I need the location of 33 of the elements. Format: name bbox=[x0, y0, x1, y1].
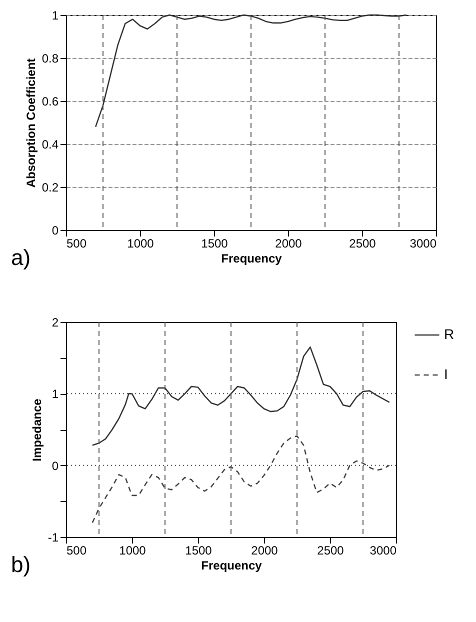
x-tick-label: 1500 bbox=[185, 544, 212, 558]
x-tick-label: 3000 bbox=[410, 236, 437, 250]
x-axis-title: Frequency bbox=[221, 252, 282, 266]
line-series bbox=[92, 435, 390, 524]
x-tick-label: 2500 bbox=[317, 544, 344, 558]
y-tick-label: 0.2 bbox=[42, 180, 59, 194]
text: a) bbox=[11, 245, 31, 270]
x-tick-label: 2000 bbox=[275, 236, 302, 250]
y-tick-label: 2 bbox=[52, 316, 59, 330]
y-tick-label: 0 bbox=[52, 224, 59, 238]
text: b) bbox=[11, 552, 31, 577]
x-tick-label: 1000 bbox=[127, 236, 154, 250]
y-tick-label: -1 bbox=[48, 530, 59, 544]
y-tick-label: 0.6 bbox=[42, 94, 59, 108]
x-tick-label: 500 bbox=[66, 236, 87, 250]
x-tick-label: 2500 bbox=[349, 236, 376, 250]
x-tick-label: 1500 bbox=[201, 236, 228, 250]
y-axis-title: Absorption Coefficient bbox=[24, 58, 38, 188]
legend-label: R bbox=[444, 326, 454, 342]
line-series bbox=[94, 14, 408, 128]
y-tick-label: 0.8 bbox=[42, 52, 59, 66]
y-tick-label: 0.4 bbox=[42, 138, 59, 152]
x-tick-label: 3000 bbox=[370, 544, 397, 558]
line-series bbox=[92, 346, 390, 446]
x-tick-label: 1000 bbox=[119, 544, 146, 558]
y-tick-label: 1 bbox=[52, 387, 59, 402]
y-tick-label: 0 bbox=[52, 458, 59, 473]
legend-label: I bbox=[444, 366, 448, 382]
x-axis-title: Frequency bbox=[201, 558, 262, 572]
y-axis-title: Impedance bbox=[30, 398, 44, 462]
x-tick-label: 500 bbox=[66, 544, 87, 558]
y-tick-label: 1 bbox=[52, 8, 59, 22]
x-tick-label: 2000 bbox=[251, 544, 278, 558]
